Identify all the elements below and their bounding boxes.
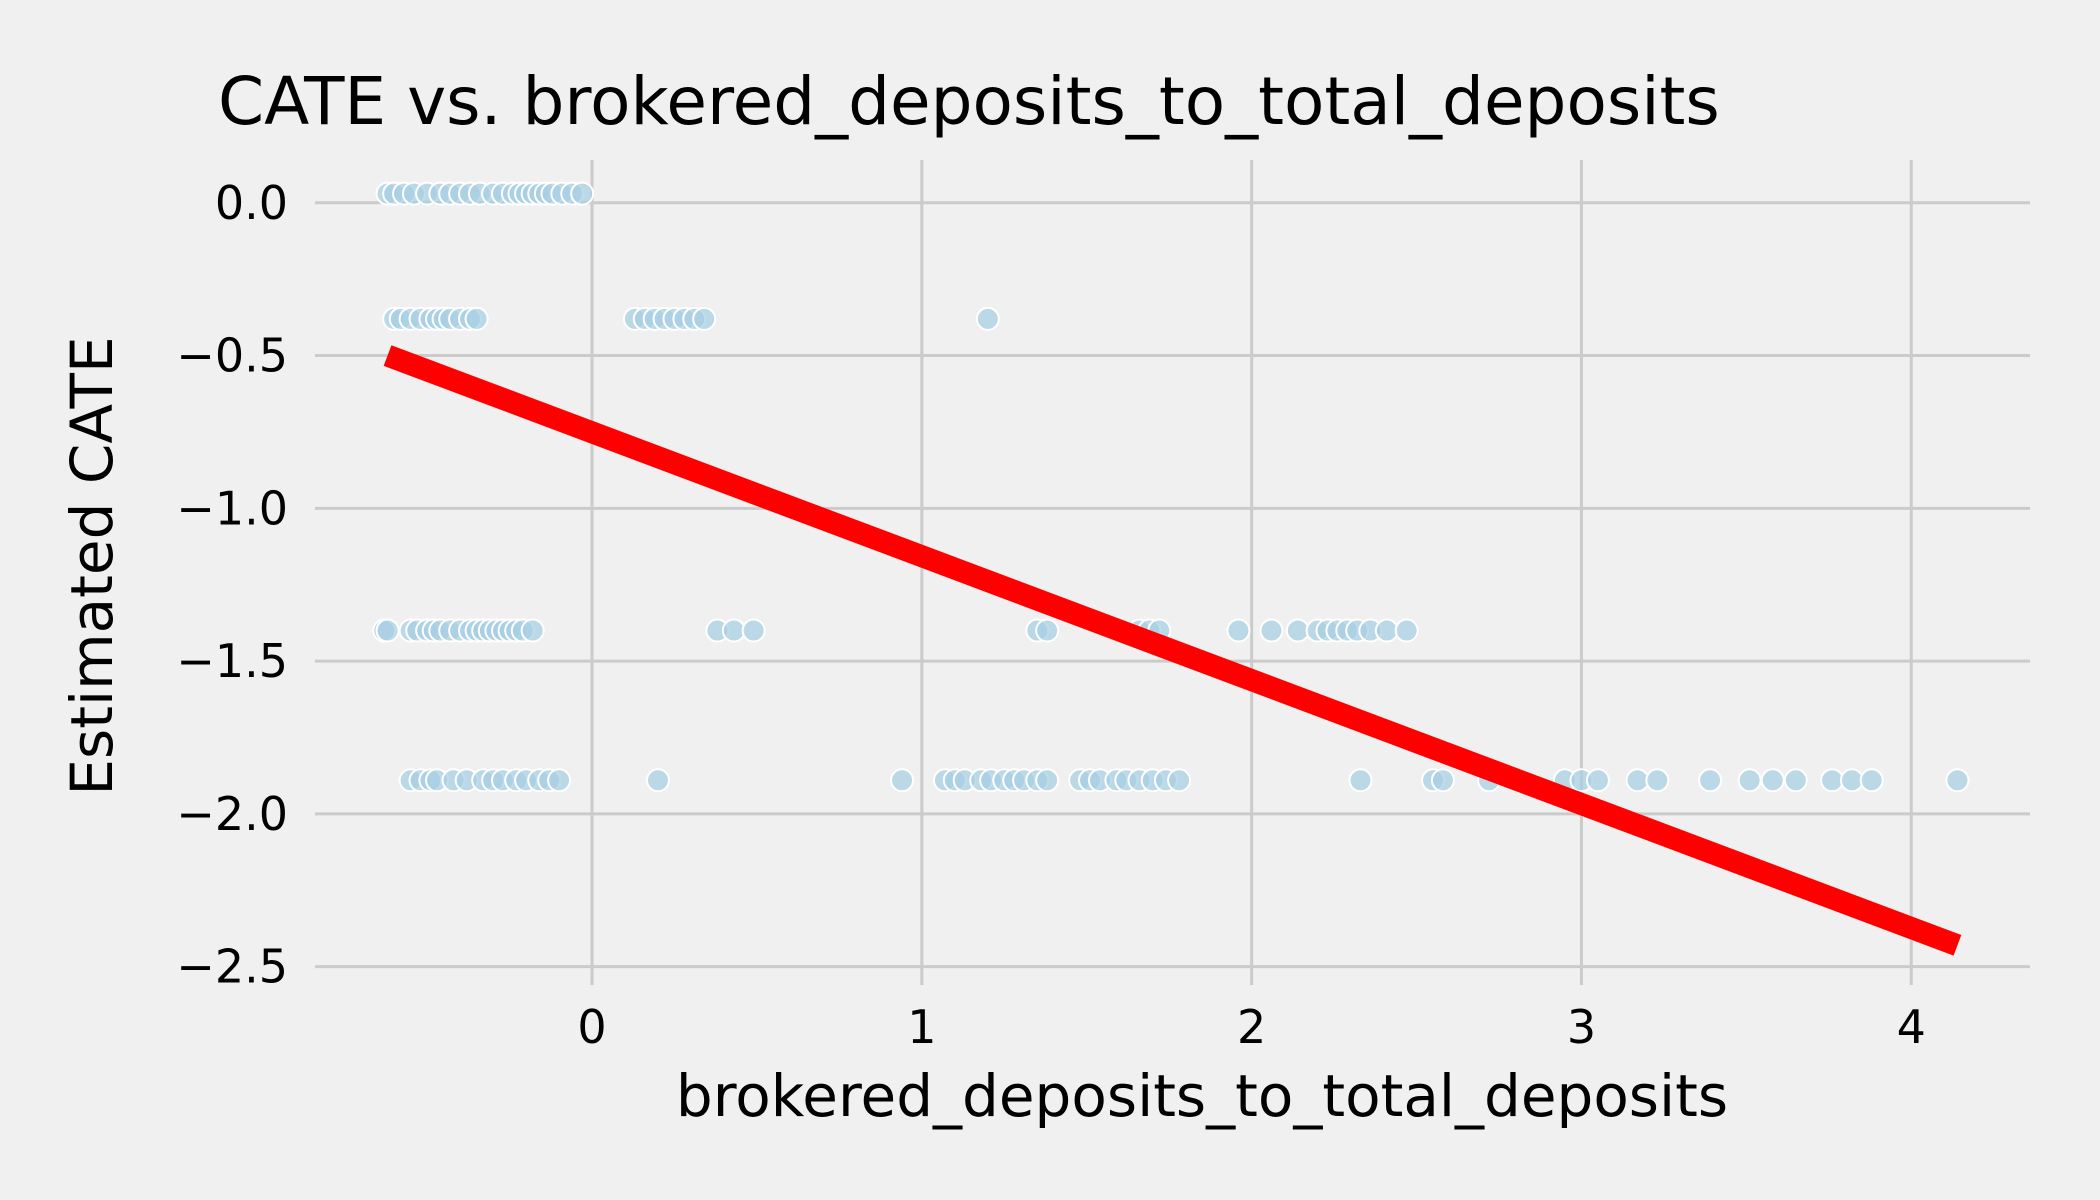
- scatter-point: [1348, 768, 1373, 793]
- scatter-point: [721, 618, 746, 643]
- scatter-point: [692, 306, 717, 331]
- x-tick-labels: 0 1 2 3 4: [577, 1000, 1926, 1054]
- y-tick-label: −1.5: [176, 634, 288, 688]
- y-tick-label: −0.5: [176, 329, 288, 383]
- scatter-points: [372, 181, 1970, 793]
- scatter-point: [1820, 768, 1845, 793]
- scatter-point: [520, 618, 545, 643]
- scatter-point: [646, 768, 670, 793]
- y-tick-label: −1.0: [176, 481, 288, 535]
- scatter-point: [1760, 768, 1785, 793]
- y-tick-label: −2.5: [176, 940, 288, 994]
- scatter-point: [1698, 768, 1723, 793]
- scatter-point: [1737, 768, 1762, 793]
- scatter-point: [1035, 618, 1060, 643]
- scatter-point: [1839, 768, 1864, 793]
- scatter-point: [1226, 618, 1251, 643]
- x-tick-label: 0: [577, 1000, 606, 1054]
- y-axis-label: Estimated CATE: [58, 336, 126, 795]
- fit-line: [383, 345, 1962, 956]
- chart-title: CATE vs. brokered_deposits_to_total_depo…: [218, 63, 1720, 140]
- fit-line-layer: [383, 345, 1962, 956]
- scatter-point: [1585, 768, 1610, 793]
- scatter-point: [1945, 768, 1970, 793]
- scatter-point: [890, 768, 915, 793]
- scatter-point: [1859, 768, 1884, 793]
- x-tick-label: 1: [907, 1000, 936, 1054]
- scatter-point: [1374, 618, 1399, 643]
- scatter-point: [1259, 618, 1284, 643]
- scatter-point: [1394, 618, 1419, 643]
- scatter-point: [1783, 768, 1808, 793]
- grid-lines: [315, 160, 2030, 985]
- scatter-point: [975, 306, 1000, 331]
- scatter-point: [464, 306, 489, 331]
- scatter-point: [1035, 768, 1060, 793]
- y-tick-labels: 0.0 −0.5 −1.0 −1.5 −2.0 −2.5: [176, 176, 288, 994]
- x-tick-label: 4: [1897, 1000, 1926, 1054]
- y-tick-label: 0.0: [215, 176, 288, 230]
- scatter-point: [741, 618, 766, 643]
- x-tick-label: 2: [1237, 1000, 1266, 1054]
- scatter-point: [1167, 768, 1192, 793]
- scatter-point: [1645, 768, 1670, 793]
- scatter-point: [570, 181, 595, 206]
- scatter-point: [1430, 768, 1455, 793]
- scatter-point: [547, 768, 572, 793]
- x-axis-label: brokered_deposits_to_total_deposits: [676, 1062, 1728, 1130]
- scatter-point: [1285, 618, 1310, 643]
- scatter-point: [1625, 768, 1650, 793]
- scatter-point: [375, 618, 400, 643]
- x-tick-label: 3: [1567, 1000, 1596, 1054]
- y-tick-label: −2.0: [176, 787, 288, 841]
